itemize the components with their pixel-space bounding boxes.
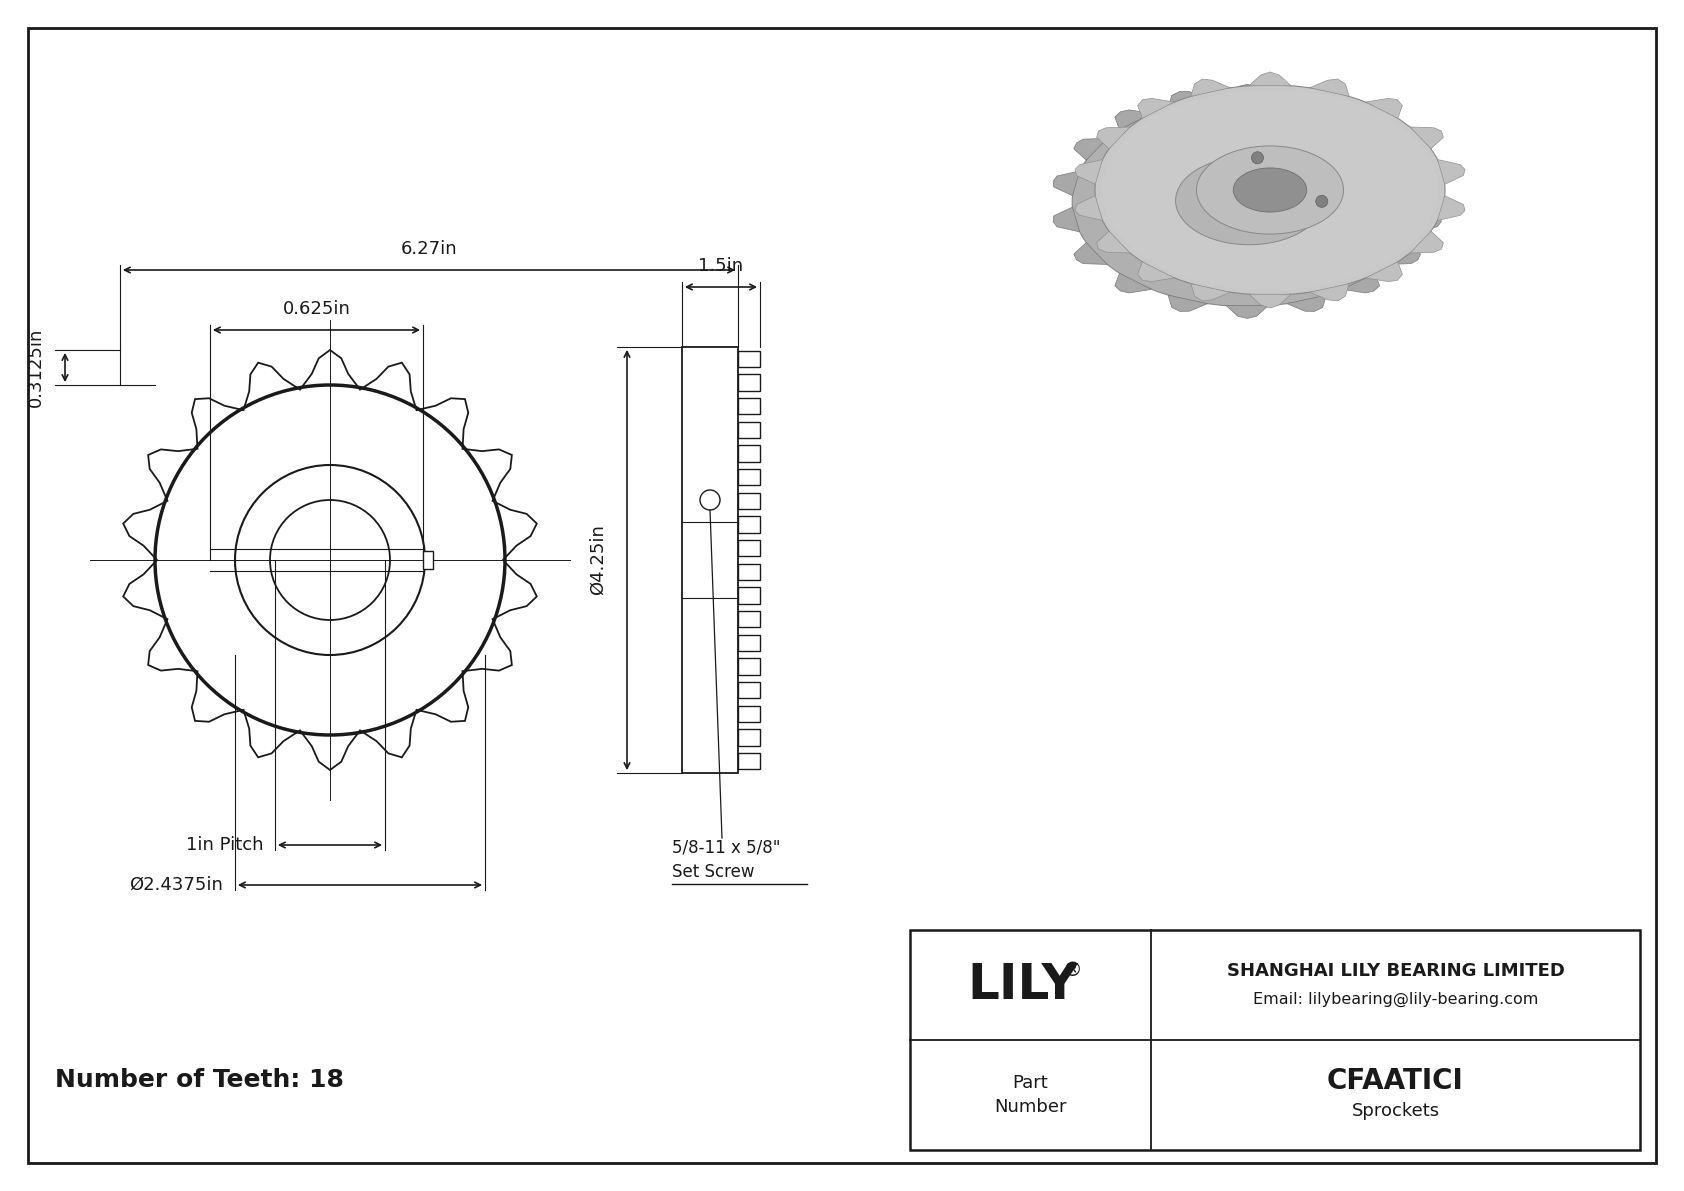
Text: Ø4.25in: Ø4.25in [589, 524, 606, 596]
Polygon shape [1074, 138, 1106, 160]
Bar [738, 635, 759, 651]
Polygon shape [1169, 295, 1207, 311]
Polygon shape [1096, 231, 1130, 252]
Bar [682, 347, 738, 773]
Bar [738, 729, 759, 746]
Polygon shape [1096, 127, 1130, 149]
Bar [738, 493, 759, 509]
Text: ®: ® [1063, 961, 1083, 980]
Ellipse shape [1175, 156, 1322, 244]
Ellipse shape [1101, 89, 1438, 291]
Polygon shape [1366, 262, 1403, 281]
Text: 1in Pitch: 1in Pitch [185, 836, 263, 854]
Polygon shape [1226, 85, 1268, 98]
Text: Email: lilybearing@lily-bearing.com: Email: lilybearing@lily-bearing.com [1253, 991, 1537, 1006]
Polygon shape [1169, 92, 1207, 107]
Ellipse shape [1095, 85, 1445, 295]
Polygon shape [1250, 294, 1292, 308]
Bar [738, 422, 759, 438]
Polygon shape [1388, 243, 1421, 264]
Text: 0.625in: 0.625in [283, 300, 350, 318]
Bar [738, 516, 759, 532]
Circle shape [1315, 195, 1327, 207]
Polygon shape [1342, 273, 1379, 293]
Bar [738, 563, 759, 580]
Polygon shape [1138, 262, 1174, 281]
Text: 1.5in: 1.5in [699, 257, 744, 275]
Bar [738, 398, 759, 414]
Ellipse shape [1197, 146, 1344, 235]
Polygon shape [1388, 138, 1421, 160]
Polygon shape [1438, 160, 1465, 185]
Bar [738, 682, 759, 698]
Polygon shape [1226, 306, 1268, 318]
Polygon shape [1052, 172, 1079, 195]
Polygon shape [1415, 207, 1442, 232]
Bar [738, 587, 759, 604]
Bar [738, 753, 759, 769]
Polygon shape [1287, 92, 1327, 107]
Polygon shape [1191, 79, 1231, 96]
Bar [738, 705, 759, 722]
Text: 6.27in: 6.27in [401, 241, 458, 258]
Polygon shape [1287, 295, 1327, 311]
Text: 5/8-11 x 5/8"
Set Screw: 5/8-11 x 5/8" Set Screw [672, 838, 780, 881]
Bar [909, 930, 1640, 1151]
Bar [738, 350, 759, 367]
Text: SHANGHAI LILY BEARING LIMITED: SHANGHAI LILY BEARING LIMITED [1226, 962, 1564, 980]
Text: 0.3125in: 0.3125in [27, 328, 45, 407]
Bar [738, 611, 759, 628]
Polygon shape [1342, 110, 1379, 130]
Polygon shape [1138, 99, 1174, 118]
Circle shape [1251, 151, 1263, 164]
Polygon shape [1074, 160, 1103, 185]
Polygon shape [1410, 127, 1443, 149]
Text: Number: Number [994, 1098, 1066, 1116]
Polygon shape [1310, 283, 1349, 301]
Text: Sprockets: Sprockets [1351, 1102, 1440, 1120]
Polygon shape [1074, 243, 1106, 264]
Polygon shape [1052, 207, 1079, 232]
Polygon shape [1310, 79, 1349, 96]
Bar [738, 540, 759, 556]
Polygon shape [1074, 195, 1103, 220]
Polygon shape [1438, 195, 1465, 220]
Bar [738, 445, 759, 462]
Ellipse shape [1233, 168, 1307, 212]
Polygon shape [1191, 283, 1231, 301]
Polygon shape [1115, 110, 1152, 130]
Ellipse shape [1073, 96, 1423, 306]
Text: LILY: LILY [967, 961, 1078, 1009]
Text: Ø2.4375in: Ø2.4375in [130, 877, 222, 894]
Polygon shape [1410, 231, 1443, 252]
Bar [423, 551, 433, 569]
Bar [738, 374, 759, 391]
Polygon shape [1250, 71, 1292, 86]
Bar [738, 659, 759, 675]
Polygon shape [1115, 273, 1152, 293]
Text: Number of Teeth: 18: Number of Teeth: 18 [56, 1068, 344, 1092]
Bar [738, 469, 759, 486]
Text: CFAATICI: CFAATICI [1327, 1067, 1463, 1095]
Polygon shape [1366, 99, 1403, 118]
Polygon shape [1415, 172, 1442, 195]
Text: Part: Part [1012, 1074, 1049, 1092]
